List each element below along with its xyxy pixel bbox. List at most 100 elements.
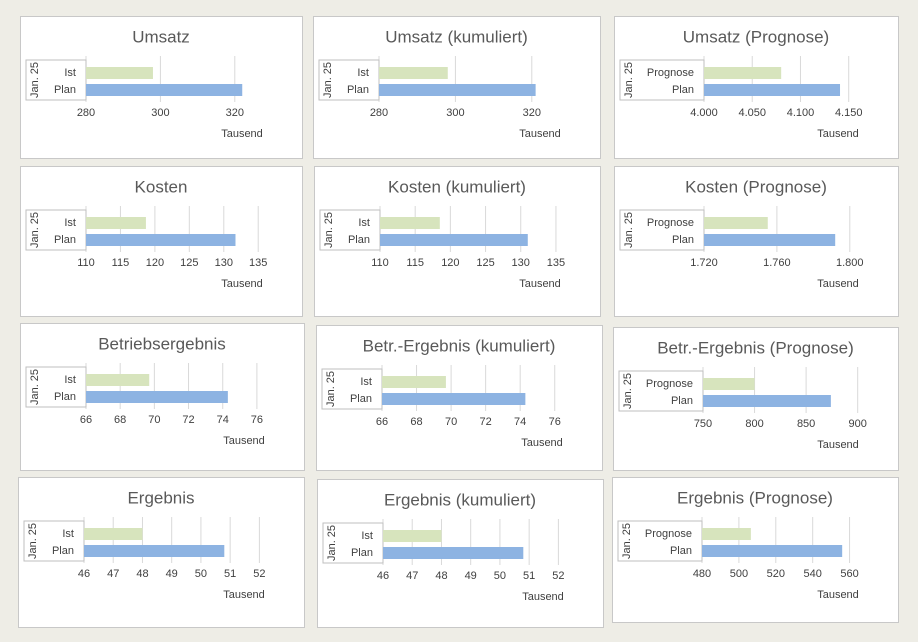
bar — [380, 234, 528, 246]
x-tick-label: 560 — [840, 568, 858, 580]
x-axis-label: Tausend — [817, 278, 859, 290]
chart-panel: Ergebnis (kumuliert) 46 47 48 49 50 51 52 Jan. 2… — [317, 479, 604, 628]
x-tick-label: 4.150 — [835, 107, 863, 119]
x-tick-label: 49 — [465, 570, 477, 582]
x-tick-label: 280 — [370, 107, 388, 119]
x-tick-label: 110 — [371, 257, 389, 269]
x-tick-label: 520 — [767, 568, 785, 580]
category-box — [25, 366, 87, 408]
bar — [380, 217, 440, 229]
category-box — [23, 520, 85, 562]
x-axis-label: Tausend — [817, 128, 859, 140]
x-tick-label: 1.800 — [836, 257, 864, 269]
bar — [86, 374, 150, 386]
x-tick-label: 47 — [107, 568, 119, 580]
group-label: Jan. 25 — [623, 62, 635, 98]
category-label: Ist — [62, 528, 74, 540]
category-box — [619, 59, 705, 101]
x-axis-label: Tausend — [522, 591, 564, 603]
category-box — [619, 209, 705, 251]
category-label: Prognose — [647, 67, 694, 79]
x-tick-label: 46 — [78, 568, 90, 580]
chart-title: Kosten — [135, 177, 188, 196]
category-label: Plan — [350, 393, 372, 405]
x-tick-label: 72 — [480, 416, 492, 428]
chart-title: Betriebsergebnis — [98, 334, 226, 353]
x-tick-label: 48 — [435, 570, 447, 582]
x-tick-label: 52 — [253, 568, 265, 580]
x-tick-label: 115 — [112, 257, 130, 269]
chart-panel: Kosten (kumuliert) 110 115 120 125 130 135 Jan.… — [314, 166, 601, 317]
bar — [86, 84, 243, 96]
x-axis-label: Tausend — [521, 437, 563, 449]
x-tick-label: 4.000 — [690, 107, 718, 119]
x-tick-label: 800 — [745, 418, 763, 430]
chart-panel: Betriebsergebnis 66 68 70 72 74 76 Jan. 25 Ist Pl… — [20, 323, 305, 471]
bar — [383, 530, 442, 542]
bar — [86, 67, 153, 79]
group-label: Jan. 25 — [322, 62, 334, 98]
x-tick-label: 125 — [476, 257, 494, 269]
chart-title: Ergebnis (Prognose) — [677, 488, 833, 507]
x-tick-label: 50 — [195, 568, 207, 580]
chart-title: Ergebnis (kumuliert) — [384, 490, 536, 509]
category-label: Plan — [672, 234, 694, 246]
group-label: Jan. 25 — [27, 523, 39, 559]
chart-title: Umsatz (kumuliert) — [385, 27, 528, 46]
x-tick-label: 115 — [406, 257, 424, 269]
bar — [704, 84, 841, 96]
chart-panel: Umsatz (Prognose) 4.000 4.050 4.100 4.150 Jan… — [614, 16, 899, 159]
x-tick-label: 70 — [148, 414, 160, 426]
category-label: Ist — [64, 217, 76, 229]
bar — [704, 67, 782, 79]
chart-title: Betr.-Ergebnis (kumuliert) — [363, 336, 556, 355]
x-tick-label: 500 — [730, 568, 748, 580]
x-tick-label: 120 — [146, 257, 164, 269]
category-box — [321, 368, 383, 410]
x-axis-label: Tausend — [221, 128, 263, 140]
x-tick-label: 850 — [797, 418, 815, 430]
group-label: Jan. 25 — [325, 371, 337, 407]
category-label: Plan — [348, 234, 370, 246]
bar — [382, 393, 526, 405]
x-tick-label: 110 — [77, 257, 95, 269]
group-label: Jan. 25 — [326, 525, 338, 561]
category-label: Ist — [360, 376, 372, 388]
x-tick-label: 51 — [224, 568, 236, 580]
x-tick-label: 280 — [77, 107, 95, 119]
bar — [86, 234, 236, 246]
x-tick-label: 66 — [80, 414, 92, 426]
bar — [86, 391, 228, 403]
category-label: Prognose — [645, 528, 692, 540]
category-box — [25, 209, 87, 251]
chart-title: Kosten (Prognose) — [685, 177, 827, 196]
chart-title: Kosten (kumuliert) — [388, 177, 526, 196]
bar — [704, 217, 768, 229]
group-label: Jan. 25 — [323, 212, 335, 248]
chart-panel: Umsatz (kumuliert) 280 300 320 Jan. 25 Ist Pla… — [313, 16, 601, 159]
category-label: Plan — [54, 234, 76, 246]
x-axis-label: Tausend — [519, 278, 561, 290]
bar — [702, 545, 843, 557]
x-axis-label: Tausend — [223, 435, 265, 447]
x-tick-label: 300 — [151, 107, 169, 119]
x-tick-label: 4.100 — [787, 107, 815, 119]
x-tick-label: 135 — [547, 257, 565, 269]
x-tick-label: 1.720 — [690, 257, 718, 269]
x-axis-label: Tausend — [223, 589, 265, 601]
x-tick-label: 900 — [849, 418, 867, 430]
chart-title: Betr.-Ergebnis (Prognose) — [657, 338, 854, 357]
x-tick-label: 76 — [549, 416, 561, 428]
category-label: Plan — [672, 84, 694, 96]
category-label: Ist — [64, 67, 76, 79]
category-label: Plan — [670, 545, 692, 557]
chart-title: Umsatz (Prognose) — [683, 27, 829, 46]
category-label: Plan — [347, 84, 369, 96]
category-label: Ist — [357, 67, 369, 79]
x-axis-label: Tausend — [519, 128, 561, 140]
x-tick-label: 480 — [693, 568, 711, 580]
category-label: Ist — [361, 530, 373, 542]
x-tick-label: 46 — [377, 570, 389, 582]
category-label: Prognose — [647, 217, 694, 229]
category-box — [618, 370, 704, 412]
